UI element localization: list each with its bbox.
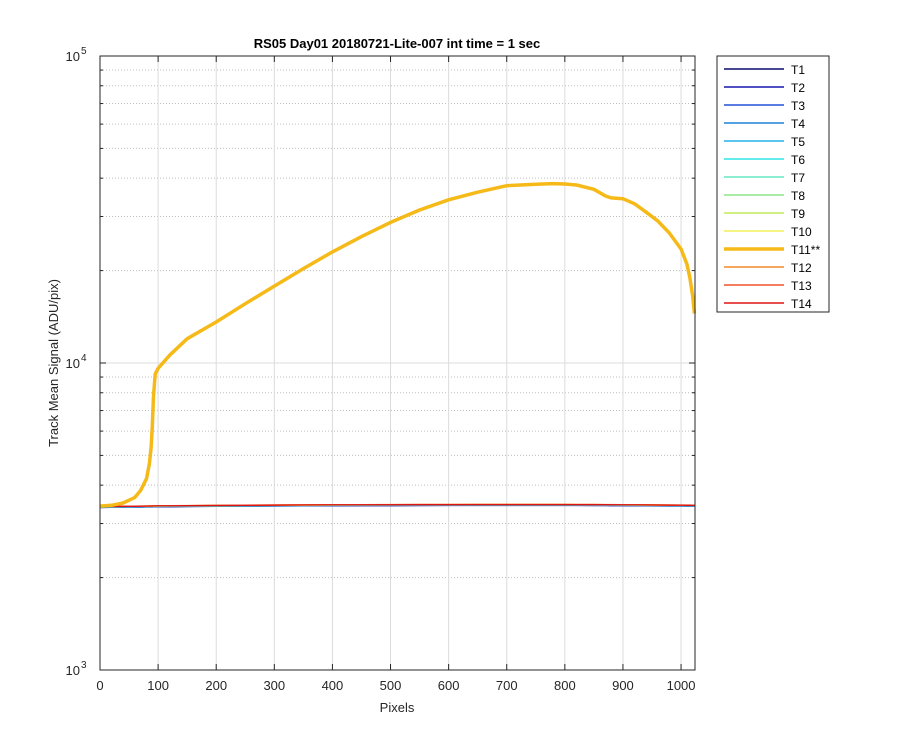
legend-label: T7 [791,171,805,185]
legend-label: T2 [791,81,805,95]
legend-label: T14 [791,297,812,311]
x-tick-labels: 0 100 200 300 400 500 600 700 800 900 1000 [96,678,695,693]
legend-label: T11** [791,243,820,257]
legend-label: T3 [791,99,805,113]
y-tick-label: 10 [66,49,80,64]
legend-box [716,55,830,313]
legend-label: T13 [791,279,812,293]
legend-label: T12 [791,261,812,275]
legend-label: T8 [791,189,805,203]
x-tick-label: 400 [322,678,344,693]
y-axis-label: Track Mean Signal (ADU/pix) [46,279,61,447]
x-tick-label: 100 [147,678,169,693]
legend-label: T5 [791,135,805,149]
x-tick-label: 0 [96,678,103,693]
x-tick-label: 900 [612,678,634,693]
minor-grid [100,69,695,579]
legend-label: T1 [791,63,805,77]
x-tick-label: 1000 [667,678,696,693]
x-tick-label: 500 [380,678,402,693]
series-line-t14 [99,503,695,508]
series-lines [99,181,697,509]
legend-label: T9 [791,207,805,221]
legend-label: T6 [791,153,805,167]
legend-label: T10 [791,225,812,239]
x-tick-label: 300 [263,678,285,693]
legend-entries: T1 T2 T3 T4 T5 T6 T7 T8 T9 T10 T11** T12 T13 T14 [724,63,820,311]
x-axis-label: Pixels [380,700,415,715]
x-tick-label: 200 [205,678,227,693]
y-tick-label: 10 [66,663,80,678]
y-tick-label: 10 [66,356,80,371]
x-tick-label: 700 [496,678,518,693]
legend-label: T4 [791,117,805,131]
chart-title: RS05 Day01 20180721-Lite-007 int time = … [254,36,541,51]
series-line-t11 [99,181,697,508]
y-tick-label-exponent: 3 [81,660,87,671]
y-tick-label-exponent: 4 [81,353,87,364]
x-tick-label: 800 [554,678,576,693]
legend: T1 T2 T3 T4 T5 T6 T7 T8 T9 T10 T11** T12 T13 T14 [716,55,830,313]
y-tick-label-exponent: 5 [81,46,87,57]
axis-ticks [99,55,695,671]
x-tick-label: 600 [438,678,460,693]
